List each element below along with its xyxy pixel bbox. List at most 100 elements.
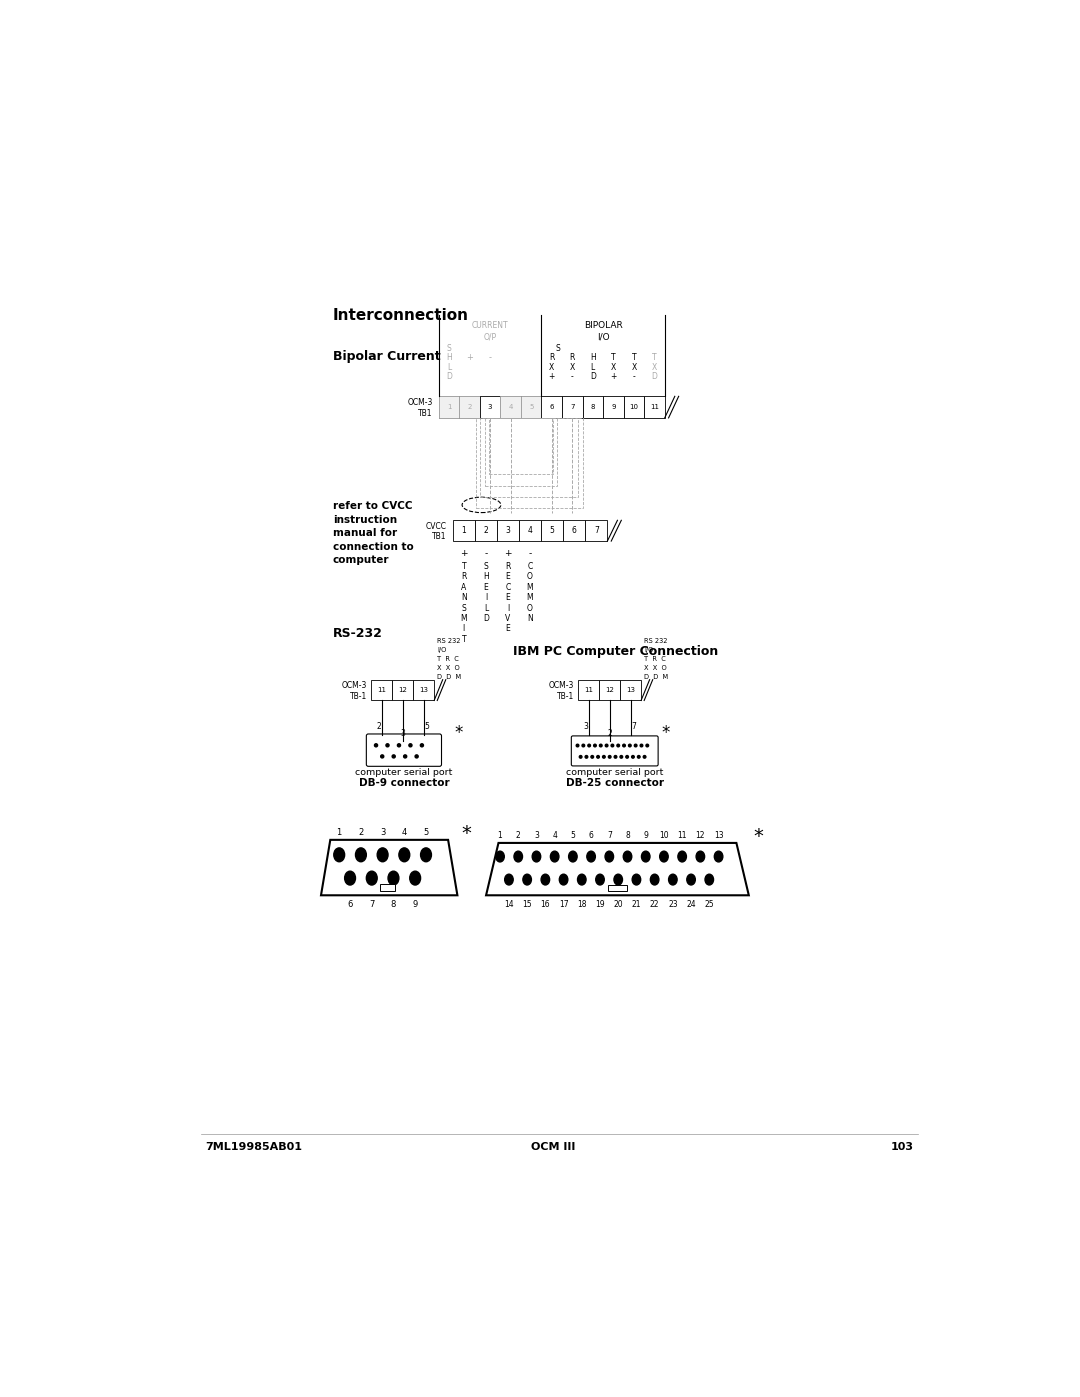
- Circle shape: [605, 745, 608, 747]
- Text: connection to: connection to: [333, 542, 414, 552]
- Ellipse shape: [551, 851, 559, 862]
- Bar: [372, 680, 392, 700]
- Text: 19: 19: [595, 900, 605, 909]
- Bar: [480, 397, 500, 418]
- Text: BIPOLAR: BIPOLAR: [583, 321, 622, 330]
- Bar: [644, 397, 664, 418]
- Text: 2: 2: [516, 831, 521, 840]
- Ellipse shape: [605, 851, 613, 862]
- Ellipse shape: [578, 875, 586, 884]
- Text: T: T: [611, 353, 616, 362]
- Text: 25: 25: [704, 900, 714, 909]
- Text: RS-232: RS-232: [333, 627, 382, 640]
- Text: S: S: [447, 344, 451, 353]
- Text: 12: 12: [399, 687, 407, 693]
- Ellipse shape: [514, 851, 523, 862]
- Circle shape: [615, 756, 617, 759]
- Circle shape: [386, 743, 389, 747]
- Bar: [500, 397, 521, 418]
- Text: V: V: [505, 613, 511, 623]
- Text: H: H: [590, 353, 596, 362]
- Text: TB-1: TB-1: [350, 692, 367, 701]
- Circle shape: [392, 754, 395, 759]
- Bar: [519, 520, 541, 541]
- Text: OCM III: OCM III: [531, 1143, 576, 1153]
- Text: CURRENT: CURRENT: [472, 321, 509, 330]
- Text: D: D: [651, 372, 658, 381]
- Text: TB1: TB1: [418, 409, 433, 418]
- Bar: [563, 520, 585, 541]
- Ellipse shape: [377, 848, 388, 862]
- Bar: [582, 397, 603, 418]
- Text: E: E: [505, 594, 511, 602]
- Bar: [459, 397, 480, 418]
- Text: 7: 7: [570, 404, 575, 411]
- Circle shape: [608, 756, 611, 759]
- Text: manual for: manual for: [333, 528, 396, 538]
- Text: S: S: [461, 604, 467, 612]
- Text: 1: 1: [498, 831, 502, 840]
- Text: H: H: [446, 353, 451, 362]
- Text: *: *: [662, 724, 670, 742]
- Text: 1: 1: [461, 527, 467, 535]
- Circle shape: [577, 745, 579, 747]
- Bar: [603, 397, 623, 418]
- Text: 3: 3: [583, 722, 589, 731]
- Text: 1: 1: [447, 404, 451, 411]
- Circle shape: [409, 743, 411, 747]
- Text: R: R: [461, 573, 467, 581]
- Circle shape: [632, 756, 634, 759]
- Circle shape: [625, 756, 629, 759]
- Text: +: +: [610, 372, 617, 381]
- Ellipse shape: [334, 848, 345, 862]
- Text: 6: 6: [348, 900, 353, 909]
- Text: OCM-3: OCM-3: [342, 682, 367, 690]
- Ellipse shape: [559, 875, 568, 884]
- Text: 12: 12: [696, 831, 705, 840]
- Text: X  X  O: X X O: [644, 665, 667, 671]
- Text: O: O: [527, 573, 534, 581]
- Text: +: +: [467, 353, 473, 362]
- Text: I: I: [462, 624, 464, 633]
- Bar: [497, 520, 519, 541]
- Ellipse shape: [504, 875, 513, 884]
- Text: D: D: [590, 372, 596, 381]
- Circle shape: [420, 743, 423, 747]
- Text: OCM-3: OCM-3: [549, 682, 575, 690]
- Circle shape: [585, 756, 588, 759]
- Polygon shape: [321, 840, 458, 895]
- Text: 9: 9: [611, 404, 616, 411]
- Text: instruction: instruction: [333, 515, 396, 525]
- Text: -: -: [571, 372, 573, 381]
- Text: N: N: [527, 613, 532, 623]
- Text: -: -: [488, 353, 491, 362]
- Text: O/P: O/P: [484, 332, 497, 341]
- Text: IBM PC Computer Connection: IBM PC Computer Connection: [513, 645, 718, 658]
- Text: 20: 20: [613, 900, 623, 909]
- Text: 2: 2: [607, 729, 612, 738]
- Text: R: R: [569, 353, 575, 362]
- Text: Bipolar Current: Bipolar Current: [333, 349, 441, 363]
- Text: 5: 5: [550, 527, 555, 535]
- Ellipse shape: [632, 875, 640, 884]
- Text: +: +: [549, 372, 555, 381]
- Text: S: S: [484, 562, 488, 571]
- Text: 13: 13: [626, 687, 635, 693]
- FancyBboxPatch shape: [366, 733, 442, 767]
- Ellipse shape: [586, 851, 595, 862]
- Ellipse shape: [345, 872, 355, 886]
- Circle shape: [640, 745, 643, 747]
- Text: DB-25 connector: DB-25 connector: [566, 778, 664, 788]
- Bar: [453, 520, 475, 541]
- Text: L: L: [447, 363, 451, 372]
- Text: T  R  C: T R C: [437, 657, 459, 662]
- Text: 13: 13: [419, 687, 428, 693]
- Text: -: -: [484, 549, 487, 557]
- Text: 5: 5: [570, 831, 576, 840]
- Text: 5: 5: [529, 404, 534, 411]
- Text: N: N: [461, 594, 467, 602]
- Text: X  X  O: X X O: [437, 665, 460, 671]
- Ellipse shape: [409, 872, 420, 886]
- Text: 13: 13: [714, 831, 724, 840]
- Ellipse shape: [523, 875, 531, 884]
